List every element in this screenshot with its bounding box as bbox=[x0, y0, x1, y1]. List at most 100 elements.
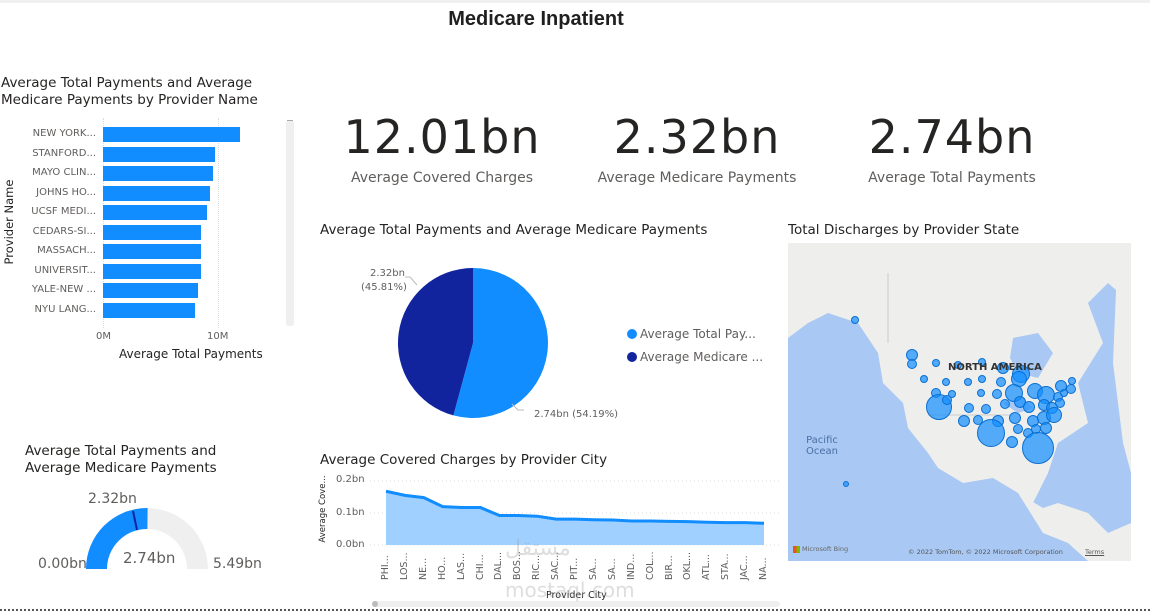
map-canvas[interactable]: NORTH AMERICA Pacific Ocean Microsoft Bi… bbox=[788, 243, 1131, 561]
map-bubble[interactable] bbox=[964, 378, 972, 386]
bar[interactable] bbox=[103, 205, 207, 220]
map-bubble[interactable] bbox=[1023, 401, 1035, 413]
area-chart-scrollbar[interactable] bbox=[372, 601, 780, 607]
x-tick-10m: 10M bbox=[207, 331, 229, 342]
microsoft-logo-icon bbox=[793, 545, 800, 553]
area-chart-svg[interactable] bbox=[370, 470, 780, 560]
map-bubble[interactable] bbox=[958, 415, 970, 427]
page-title: Medicare Inpatient bbox=[448, 8, 624, 30]
pie-label-medicare-pct: (45.81%) bbox=[361, 282, 407, 293]
bar[interactable] bbox=[103, 166, 214, 181]
map-bubble[interactable] bbox=[1013, 424, 1023, 434]
map-bubble[interactable] bbox=[1022, 432, 1054, 464]
gridline-0 bbox=[103, 118, 104, 328]
pie-label-total: 2.74bn (54.19%) bbox=[534, 409, 619, 420]
map-bubble[interactable] bbox=[977, 419, 1005, 447]
area-fill bbox=[386, 491, 764, 545]
map-bubble[interactable] bbox=[1009, 412, 1021, 424]
y-tick-0.2: 0.2bn bbox=[336, 474, 365, 485]
x-tick-city: SA... bbox=[587, 558, 599, 580]
card-value: 2.32bn bbox=[613, 110, 781, 164]
map-bubble[interactable] bbox=[942, 395, 952, 405]
gauge-title: Average Total Payments and Average Medic… bbox=[25, 443, 217, 477]
bar-category-label: UNIVERSIT... bbox=[34, 264, 96, 276]
x-tick-city: COL... bbox=[644, 551, 656, 580]
pie-slice-medicare-payments[interactable] bbox=[397, 268, 473, 416]
x-tick-city: JAC... bbox=[739, 555, 751, 580]
bar[interactable] bbox=[103, 127, 240, 142]
scrollbar-thumb[interactable] bbox=[287, 120, 293, 121]
gauge-svg[interactable] bbox=[80, 500, 220, 572]
map-bubble[interactable] bbox=[996, 377, 1006, 387]
map-bubble[interactable] bbox=[932, 359, 940, 367]
bar[interactable] bbox=[103, 283, 199, 298]
gauge-target-label: 2.32bn bbox=[88, 491, 137, 507]
ocean-label-line2: Ocean bbox=[806, 446, 838, 457]
bar-category-label: JOHNS HO... bbox=[36, 186, 96, 198]
map-bubble[interactable] bbox=[992, 389, 1002, 399]
pie-chart-svg[interactable] bbox=[390, 260, 560, 430]
map-bubble[interactable] bbox=[948, 390, 956, 398]
x-tick-city: IND... bbox=[625, 553, 637, 580]
card-label: Average Covered Charges bbox=[350, 170, 534, 186]
map-bubble[interactable] bbox=[978, 358, 986, 366]
watermark-latin: mostaql.com bbox=[505, 578, 635, 602]
gauge-title-line2: Average Medicare Payments bbox=[25, 460, 217, 476]
bar[interactable] bbox=[103, 185, 210, 201]
map-attribution: © 2022 TomTom, © 2022 Microsoft Corporat… bbox=[908, 548, 1063, 556]
bar[interactable] bbox=[103, 146, 215, 162]
ocean-label-line1: Pacific bbox=[806, 435, 838, 446]
scrollbar-thumb[interactable] bbox=[372, 601, 378, 607]
map-bubble[interactable] bbox=[907, 359, 917, 369]
map-bubble[interactable] bbox=[954, 361, 962, 369]
map-bubble[interactable] bbox=[977, 389, 985, 397]
map-bubble[interactable] bbox=[1068, 377, 1076, 385]
map-bubble[interactable] bbox=[1046, 407, 1062, 423]
map-bubble[interactable] bbox=[1055, 398, 1065, 408]
map-terms-link[interactable]: Terms bbox=[1085, 548, 1105, 556]
legend-item-medicare-payments[interactable]: Average Medicare ... bbox=[627, 350, 763, 364]
map-bubble[interactable] bbox=[942, 378, 950, 386]
pie-slice-total-payments[interactable] bbox=[453, 268, 548, 418]
bar-category-label: NEW YORK... bbox=[32, 128, 96, 139]
bing-label: Microsoft Bing bbox=[802, 545, 849, 553]
card-label: Average Medicare Payments bbox=[597, 170, 797, 186]
bar[interactable] bbox=[103, 224, 201, 240]
x-tick-city: SA... bbox=[606, 558, 618, 580]
area-chart-x-axis-title: Provider City bbox=[546, 590, 607, 601]
x-tick-city: NE... bbox=[417, 557, 429, 580]
x-tick-city: CHI... bbox=[474, 554, 486, 580]
x-tick-city: BIR... bbox=[663, 555, 675, 580]
card-value: 12.01bn bbox=[343, 110, 541, 164]
bar-chart-title-line1: Average Total Payments and Average bbox=[1, 75, 253, 91]
gauge-title-line1: Average Total Payments and bbox=[25, 443, 217, 459]
map-bubble[interactable] bbox=[1000, 399, 1010, 409]
x-tick-city: PHI... bbox=[380, 555, 391, 580]
y-tick-0.0: 0.0bn bbox=[336, 539, 365, 550]
map-bubble[interactable] bbox=[997, 362, 1009, 374]
map-bubble[interactable] bbox=[973, 415, 983, 425]
y-tick-0.1: 0.1bn bbox=[336, 507, 365, 518]
legend-item-total-payments[interactable]: Average Total Pay... bbox=[627, 327, 756, 341]
map-bubble[interactable] bbox=[920, 375, 928, 383]
map-bubble[interactable] bbox=[1006, 436, 1018, 448]
bar-category-label: STANFORD... bbox=[32, 147, 96, 159]
map-bubble[interactable] bbox=[843, 481, 849, 487]
bar[interactable] bbox=[103, 302, 195, 318]
x-tick-city: OKL... bbox=[682, 551, 694, 580]
bar[interactable] bbox=[103, 263, 201, 279]
bar-category-label: YALE-NEW ... bbox=[31, 284, 96, 295]
bar-chart-scrollbar[interactable] bbox=[286, 120, 294, 326]
x-tick-city: HO... bbox=[436, 556, 448, 580]
map-bubble[interactable] bbox=[851, 316, 859, 324]
watermark-arabic: مستقل bbox=[505, 536, 571, 561]
gauge-min-label: 0.00bn bbox=[38, 556, 87, 572]
bar-chart-title: Average Total Payments and Average Medic… bbox=[1, 75, 258, 109]
map-bubble[interactable] bbox=[964, 403, 974, 413]
map-bubble[interactable] bbox=[978, 375, 986, 383]
area-chart-title: Average Covered Charges by Provider City bbox=[320, 452, 608, 468]
map-bubble[interactable] bbox=[981, 404, 991, 414]
bar[interactable] bbox=[103, 244, 201, 259]
map-bubble[interactable] bbox=[1066, 384, 1076, 394]
map-bubble[interactable] bbox=[926, 394, 952, 420]
